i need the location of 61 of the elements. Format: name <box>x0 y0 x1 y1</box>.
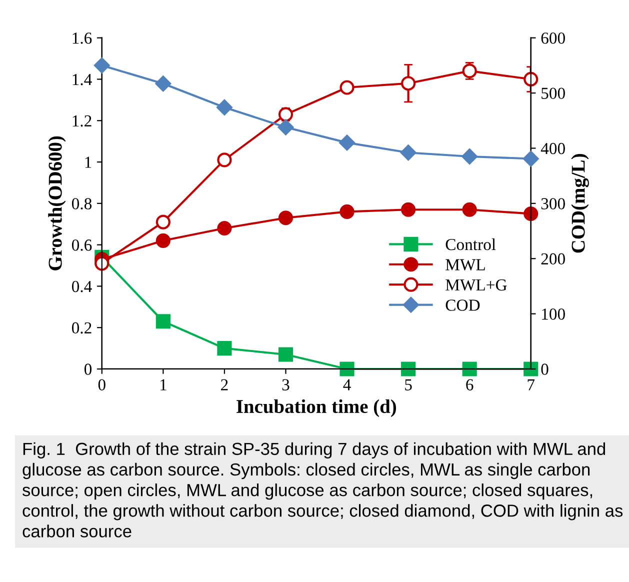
point <box>524 72 538 87</box>
y-tick-label: 0.4 <box>72 280 92 292</box>
point <box>278 347 294 362</box>
point <box>340 204 354 219</box>
y-tick-label: 0.6 <box>72 240 92 251</box>
y-tick-label: 0.8 <box>72 198 92 210</box>
x-axis-title: Incubation time (d) <box>236 399 396 418</box>
y2-tick-label: 400 <box>540 142 565 154</box>
y2-tick-label: 300 <box>541 198 565 210</box>
point <box>462 362 477 376</box>
point <box>278 210 294 226</box>
legend-label: COD <box>446 300 480 311</box>
y-tick-label: 0 <box>84 364 92 375</box>
x-tick-label: 4 <box>343 379 351 390</box>
point <box>155 76 172 92</box>
point <box>217 152 232 168</box>
y-tick-label: 0.2 <box>72 322 92 334</box>
point <box>156 214 170 230</box>
x-tick-label: 0 <box>98 379 106 390</box>
y2-tick-label: 0 <box>541 364 548 375</box>
point <box>339 134 355 151</box>
point <box>401 76 416 91</box>
point <box>462 148 478 164</box>
point <box>156 233 170 248</box>
point <box>524 362 538 376</box>
y2-tick-label: 600 <box>541 32 565 44</box>
x-tick-label: 3 <box>282 379 290 390</box>
point <box>217 340 232 356</box>
y-axis-title: Growth(OD600) <box>48 136 66 270</box>
y-tick-label: 1.2 <box>72 115 92 127</box>
x-tick-label: 6 <box>466 379 474 390</box>
point <box>340 80 354 95</box>
caption: Fig. 1 Growth of the strain SP-35 during 7 days of incubation with MWL and glucose as carbon source. Symbols: closed circles, MWL as single carbon source; open circles, MWL and glucose as carbon source; closed squares, control, the growth without carbon source; closed diamond, COD with lignin as carbon source <box>22 442 623 538</box>
point <box>462 64 477 78</box>
y-tick-label: 1.6 <box>72 32 92 44</box>
y2-tick-label: 100 <box>542 308 565 320</box>
point <box>340 362 354 376</box>
x-tick-label: 1 <box>160 379 166 390</box>
y2-tick-label: 500 <box>542 88 565 99</box>
legend-label: Control <box>446 238 496 250</box>
y-tick-label: 1 <box>85 156 92 168</box>
point <box>216 99 232 116</box>
x-tick-label: 7 <box>528 379 535 390</box>
point <box>401 202 416 217</box>
y2-axis-title: COD(mg/L) <box>571 154 589 253</box>
point <box>217 220 232 236</box>
point <box>462 202 477 217</box>
point <box>156 314 170 329</box>
y2-tick-label: 200 <box>541 253 565 265</box>
x-tick-label: 2 <box>221 379 228 390</box>
point <box>94 256 110 271</box>
point <box>522 150 539 167</box>
legend-label: MWL+G <box>446 279 507 291</box>
y-tick-label: 1.4 <box>72 74 92 86</box>
point <box>524 206 538 222</box>
point <box>94 58 110 74</box>
point <box>278 119 294 136</box>
point <box>401 362 416 376</box>
point <box>400 144 416 161</box>
x-tick-label: 5 <box>405 379 412 390</box>
legend-label: MWL <box>446 259 485 270</box>
